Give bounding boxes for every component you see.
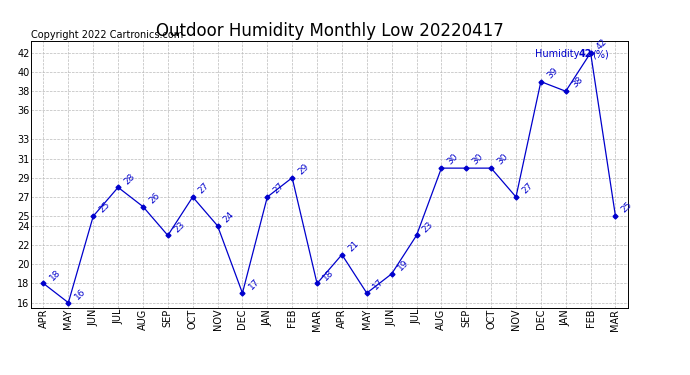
Text: 27: 27 <box>197 181 211 196</box>
Text: 19: 19 <box>396 258 411 273</box>
Text: Copyright 2022 Cartronics.com: Copyright 2022 Cartronics.com <box>31 30 184 40</box>
Text: 18: 18 <box>48 268 62 282</box>
Text: 30: 30 <box>495 152 510 167</box>
Text: 17: 17 <box>246 277 261 292</box>
Text: (%): (%) <box>592 49 609 59</box>
Text: 23: 23 <box>421 220 435 234</box>
Text: Humidity: Humidity <box>535 49 580 59</box>
Text: 42: 42 <box>595 37 609 51</box>
Text: 30: 30 <box>471 152 485 167</box>
Text: 25: 25 <box>97 200 112 215</box>
Text: 38: 38 <box>570 75 584 90</box>
Text: 24: 24 <box>221 210 236 224</box>
Text: 17: 17 <box>371 277 386 292</box>
Text: 27: 27 <box>520 181 535 196</box>
Text: 27: 27 <box>271 181 286 196</box>
Text: 39: 39 <box>545 66 560 80</box>
Text: 30: 30 <box>446 152 460 167</box>
Text: 26: 26 <box>147 191 161 205</box>
Text: 23: 23 <box>172 220 186 234</box>
Title: Outdoor Humidity Monthly Low 20220417: Outdoor Humidity Monthly Low 20220417 <box>156 22 503 40</box>
Text: 21: 21 <box>346 239 360 253</box>
Text: 16: 16 <box>72 287 87 301</box>
Text: 28: 28 <box>122 171 137 186</box>
Text: 18: 18 <box>322 268 336 282</box>
Text: 25: 25 <box>620 200 634 215</box>
Text: 42: 42 <box>579 49 593 59</box>
Text: 29: 29 <box>296 162 310 176</box>
